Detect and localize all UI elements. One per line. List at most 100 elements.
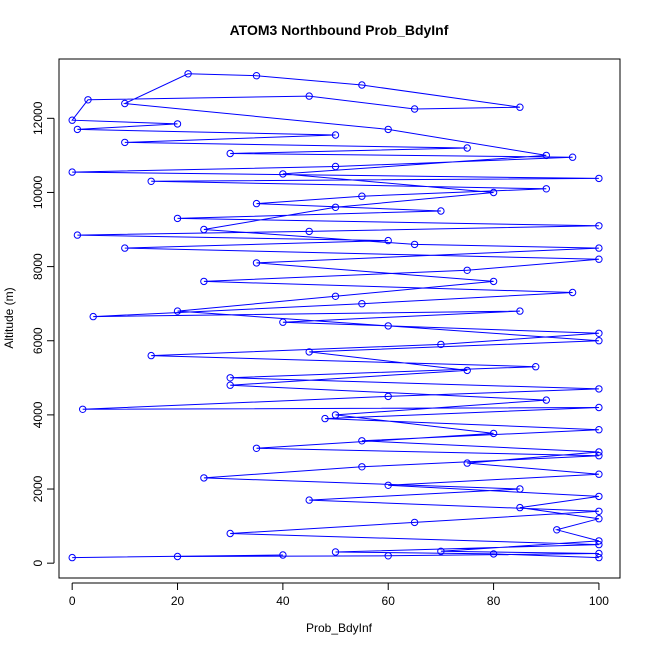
data-point <box>595 222 603 230</box>
data-point <box>384 481 392 489</box>
data-point <box>532 363 540 371</box>
data-point <box>595 448 603 456</box>
data-point <box>489 188 498 197</box>
data-point <box>305 92 313 100</box>
y-tick-label: 10000 <box>31 175 45 209</box>
data-point <box>68 116 76 124</box>
data-point <box>516 485 524 493</box>
data-point <box>595 515 603 523</box>
data-point <box>173 552 182 561</box>
data-point <box>463 144 471 152</box>
data-point <box>489 550 498 558</box>
data-point <box>226 149 234 158</box>
data-point <box>595 540 603 549</box>
data-point <box>516 103 524 111</box>
x-axis: 0 20 40 60 80 100 <box>69 582 609 608</box>
x-tick-label: 40 <box>276 594 290 608</box>
data-point <box>226 529 234 538</box>
data-point <box>595 426 603 434</box>
data-point <box>173 120 182 128</box>
data-point <box>305 348 313 356</box>
data-point <box>68 168 76 176</box>
y-axis-label: Altitude (m) <box>2 287 16 348</box>
data-point <box>84 96 92 104</box>
data-point <box>358 192 366 200</box>
y-tick-label: 0 <box>31 560 45 567</box>
data-point <box>173 214 182 223</box>
data-point <box>331 162 340 171</box>
y-tick-label: 6000 <box>31 327 45 354</box>
data-point <box>73 125 82 134</box>
data-point <box>553 526 561 534</box>
data-point <box>384 125 392 134</box>
data-point <box>200 277 208 286</box>
data-point <box>358 300 366 308</box>
data-point <box>595 492 603 501</box>
data-point <box>358 437 366 445</box>
data-point <box>410 240 419 249</box>
data-point <box>595 452 603 460</box>
y-tick-label: 8000 <box>31 253 45 280</box>
data-point <box>384 236 392 245</box>
data-point <box>321 414 329 423</box>
data-point <box>542 396 550 404</box>
data-point <box>252 199 261 208</box>
data-point <box>121 244 129 252</box>
data-point <box>252 444 261 452</box>
data-point <box>279 318 287 326</box>
x-tick-label: 0 <box>69 594 76 608</box>
data-point <box>279 170 287 178</box>
data-point <box>595 244 603 252</box>
data-point <box>279 551 287 559</box>
data-point <box>305 496 313 504</box>
data-point <box>121 99 129 108</box>
data-point <box>384 322 392 330</box>
data-point <box>595 337 603 345</box>
x-tick-label: 20 <box>171 594 185 608</box>
data-point <box>252 259 261 267</box>
data-point <box>358 463 366 471</box>
y-tick-label: 12000 <box>31 101 45 135</box>
x-tick-label: 60 <box>382 594 396 608</box>
data-point <box>331 411 340 419</box>
data-point <box>200 474 208 482</box>
data-point <box>595 470 603 478</box>
data-point <box>331 292 340 300</box>
data-point <box>226 381 234 389</box>
data-point <box>68 553 76 562</box>
data-point <box>437 340 445 349</box>
data-point <box>595 507 603 515</box>
data-point <box>358 81 366 89</box>
data-point <box>595 403 603 412</box>
x-axis-label: Prob_BdyInf <box>306 621 373 635</box>
data-point <box>89 312 97 321</box>
x-tick-label: 100 <box>589 594 609 608</box>
data-point <box>226 374 234 382</box>
plot-frame <box>58 58 621 579</box>
data-point <box>489 277 498 286</box>
data-point <box>331 203 340 212</box>
data-point <box>542 151 550 160</box>
data-point <box>252 72 261 80</box>
data-point <box>595 329 603 337</box>
data-point <box>516 503 524 512</box>
data-point <box>331 131 340 139</box>
data-point <box>595 537 603 545</box>
data-point <box>121 138 129 147</box>
data-point <box>147 351 155 360</box>
data-point <box>305 227 313 236</box>
data-point <box>568 288 577 297</box>
data-point <box>410 105 419 113</box>
data-point <box>595 553 603 562</box>
data-point <box>73 231 82 239</box>
y-tick-label: 2000 <box>31 475 45 502</box>
chart-title: ATOM3 Northbound Prob_BdyInf <box>230 22 449 38</box>
data-point <box>463 459 471 467</box>
data-point <box>331 548 340 556</box>
y-tick-label: 4000 <box>31 401 45 428</box>
data-point <box>463 366 471 375</box>
data-point <box>595 385 603 393</box>
data-point <box>568 153 577 161</box>
data-point <box>516 307 524 315</box>
